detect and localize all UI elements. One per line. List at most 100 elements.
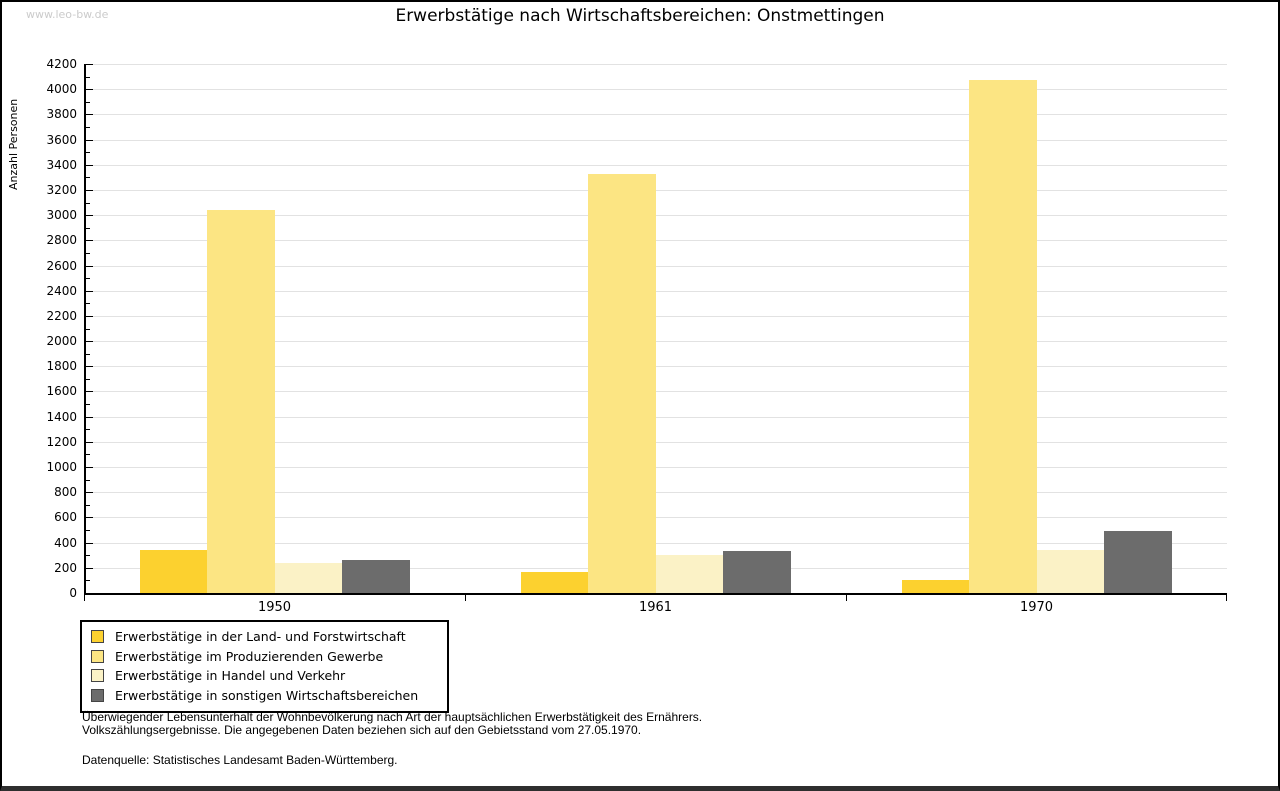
- y-tick-label: 0: [69, 586, 77, 600]
- y-axis-minor-tick: [86, 202, 90, 204]
- chart-title: Erwerbstätige nach Wirtschaftsbereichen:…: [395, 6, 885, 26]
- y-axis-major-tick: [86, 567, 93, 569]
- y-tick-label: 3200: [46, 182, 77, 197]
- gridline: [84, 315, 1227, 317]
- legend: Erwerbstätige in der Land- und Forstwirt…: [80, 620, 449, 713]
- y-tick-label: 2000: [46, 334, 77, 349]
- y-tick-label: 1000: [46, 460, 77, 475]
- y-axis-major-tick: [86, 240, 93, 242]
- legend-swatch: [91, 669, 104, 683]
- y-axis-minor-tick: [86, 126, 90, 128]
- x-axis-tick: [84, 595, 85, 601]
- footnote-line-2: Volkszählungsergebnisse. Die angegebenen…: [82, 723, 642, 737]
- y-tick-label: 2800: [46, 233, 77, 248]
- y-axis-minor-tick: [86, 580, 90, 582]
- legend-swatch: [91, 688, 104, 702]
- legend-swatch: [91, 630, 104, 644]
- y-axis-minor-tick: [86, 227, 90, 229]
- y-tick-label: 4200: [46, 57, 77, 71]
- gridline: [84, 467, 1227, 469]
- y-axis-minor-tick: [86, 76, 90, 78]
- y-axis-minor-tick: [86, 101, 90, 103]
- gridline: [84, 114, 1227, 116]
- y-tick-label: 600: [54, 510, 77, 525]
- bar-1970-series2: [969, 80, 1037, 593]
- legend-label: Erwerbstätige in sonstigen Wirtschaftsbe…: [115, 687, 419, 703]
- y-axis-major-tick: [86, 215, 93, 217]
- watermark: www.leo-bw.de: [26, 8, 109, 21]
- y-axis-major-tick: [86, 164, 93, 166]
- plot-area: 1950 1961 1970: [84, 64, 1227, 615]
- gridline: [84, 265, 1227, 267]
- legend-item: Erwerbstätige in Handel und Verkehr: [91, 666, 438, 686]
- y-axis-minor-tick: [86, 454, 90, 456]
- x-category-label: 1970: [1019, 600, 1054, 615]
- gridline: [84, 441, 1227, 443]
- gridline: [84, 64, 1227, 65]
- y-axis-line: [84, 64, 86, 595]
- y-axis-minor-tick: [86, 378, 90, 380]
- x-axis-tick: [1226, 595, 1227, 601]
- y-axis-major-tick: [86, 64, 93, 65]
- gridline: [84, 215, 1227, 217]
- gridline: [84, 492, 1227, 494]
- bar-1961-series2: [588, 173, 656, 593]
- y-tick-label: 1800: [46, 359, 77, 374]
- bar-1950-series4: [342, 560, 410, 593]
- y-tick-label: 200: [54, 560, 77, 575]
- x-category-label: 1961: [638, 600, 673, 615]
- y-axis-minor-tick: [86, 152, 90, 154]
- y-axis-major-tick: [86, 139, 93, 141]
- gridline: [84, 240, 1227, 242]
- y-axis-minor-tick: [86, 252, 90, 254]
- gridline: [84, 416, 1227, 418]
- y-axis-major-tick: [86, 492, 93, 494]
- x-category-label: 1950: [257, 600, 292, 615]
- y-tick-label: 800: [54, 485, 77, 500]
- gridline: [84, 290, 1227, 292]
- footnote-line-1: Überwiegender Lebensunterhalt der Wohnbe…: [82, 710, 703, 724]
- y-tick-label: 3600: [46, 132, 77, 147]
- y-axis-tick-labels: 0 200 400 600 800 1000 1200 1400 1600 1800 2000 220…: [2, 57, 84, 600]
- y-axis-minor-tick: [86, 504, 90, 506]
- x-axis-tick: [465, 595, 466, 601]
- gridline: [84, 391, 1227, 393]
- y-axis-major-tick: [86, 416, 93, 418]
- legend-item: Erwerbstätige in der Land- und Forstwirt…: [91, 627, 438, 647]
- y-axis-major-tick: [86, 341, 93, 343]
- y-tick-label: 1600: [46, 384, 77, 399]
- y-axis-major-tick: [86, 114, 93, 116]
- bar-1970-series3: [1036, 550, 1104, 593]
- y-axis-minor-tick: [86, 353, 90, 355]
- y-axis-major-tick: [86, 265, 93, 267]
- y-axis-major-tick: [86, 315, 93, 317]
- legend-item: Erwerbstätige im Produzierenden Gewerbe: [91, 647, 438, 667]
- y-axis-minor-tick: [86, 479, 90, 481]
- bar-1970-series4: [1104, 531, 1172, 593]
- bar-1950-series1: [139, 550, 207, 593]
- x-axis-line: [84, 593, 1227, 595]
- y-axis-minor-tick: [86, 530, 90, 532]
- y-tick-label: 2600: [46, 258, 77, 273]
- y-tick-label: 3800: [46, 107, 77, 122]
- y-tick-label: 3400: [46, 157, 77, 172]
- gridline: [84, 366, 1227, 368]
- y-axis-minor-tick: [86, 303, 90, 305]
- y-tick-label: 2200: [46, 308, 77, 323]
- legend-label: Erwerbstätige in Handel und Verkehr: [115, 668, 346, 684]
- y-tick-label: 400: [54, 535, 77, 550]
- y-axis-major-tick: [86, 89, 93, 91]
- legend-label: Erwerbstätige im Produzierenden Gewerbe: [115, 648, 384, 664]
- y-axis-major-tick: [86, 366, 93, 368]
- gridline: [84, 189, 1227, 191]
- y-axis-major-tick: [86, 391, 93, 393]
- gridline: [84, 139, 1227, 141]
- x-axis-tick: [846, 595, 847, 601]
- y-axis-major-tick: [86, 467, 93, 469]
- y-axis-minor-tick: [86, 429, 90, 431]
- y-axis-major-tick: [86, 517, 93, 519]
- data-source: Datenquelle: Statistisches Landesamt Bad…: [82, 753, 398, 767]
- gridline: [84, 89, 1227, 91]
- legend-swatch: [91, 649, 104, 663]
